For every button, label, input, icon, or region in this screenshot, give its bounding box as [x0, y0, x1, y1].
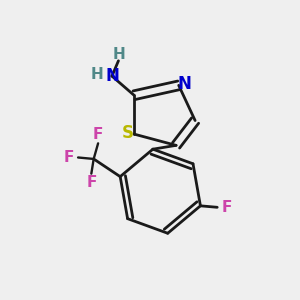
Text: N: N	[177, 75, 191, 93]
Text: F: F	[86, 175, 97, 190]
Text: N: N	[105, 67, 119, 85]
Text: S: S	[122, 124, 134, 142]
Text: F: F	[222, 200, 232, 215]
Text: H: H	[112, 47, 125, 62]
Text: F: F	[64, 150, 74, 165]
Text: F: F	[93, 127, 103, 142]
Text: H: H	[90, 67, 103, 82]
